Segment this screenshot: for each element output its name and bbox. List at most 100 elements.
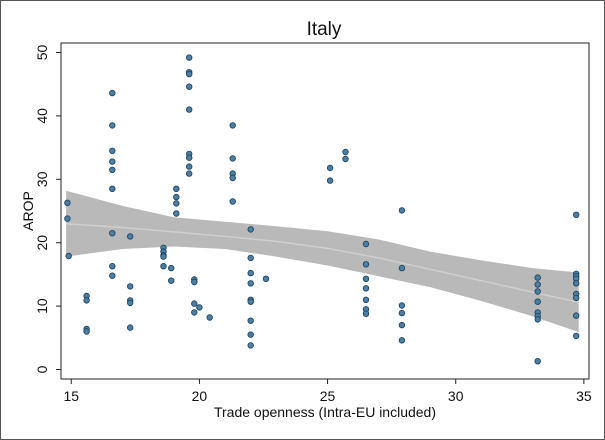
data-point (534, 316, 541, 323)
data-point (185, 70, 193, 78)
x-tick-label: 35 (576, 388, 592, 404)
data-point (573, 211, 580, 218)
axis-layer: 15 20 25 30 35 0 10 20 30 40 50 (34, 45, 592, 404)
data-point (185, 163, 193, 170)
fit-line (66, 222, 579, 304)
data-point (109, 122, 116, 129)
data-point (398, 321, 406, 329)
x-axis-label: Trade openness (Intra-EU included) (214, 404, 436, 420)
chart-title: Italy (307, 19, 342, 40)
y-tick-label: 50 (34, 45, 50, 61)
data-point (398, 309, 406, 317)
data-point (83, 297, 90, 304)
data-point (109, 166, 116, 173)
data-point (247, 226, 254, 233)
data-point (83, 328, 90, 335)
data-point (109, 272, 116, 279)
data-point (173, 193, 180, 201)
data-point (185, 106, 193, 113)
data-point (362, 275, 370, 282)
confidence-band (66, 190, 579, 333)
data-point (534, 288, 541, 295)
data-point (160, 253, 167, 260)
data-point (398, 264, 406, 272)
points-layer (64, 54, 580, 365)
data-point (206, 314, 213, 321)
data-point (229, 198, 236, 205)
data-point (262, 275, 270, 282)
data-point (126, 299, 134, 307)
data-point (109, 147, 116, 154)
x-tick-label: 15 (63, 388, 79, 404)
data-point (167, 264, 175, 272)
data-point (247, 331, 254, 338)
data-point (64, 199, 71, 206)
data-point (573, 332, 580, 340)
data-point (534, 358, 541, 365)
data-point (247, 342, 254, 349)
data-point (573, 294, 580, 302)
data-point (247, 254, 254, 262)
data-point (229, 174, 236, 182)
data-point (398, 302, 406, 309)
data-point (534, 298, 541, 305)
x-tick-label: 30 (448, 388, 464, 404)
data-point (109, 185, 116, 192)
y-tick-label: 20 (34, 235, 50, 251)
data-point (173, 210, 180, 217)
y-axis-label: AROP (20, 191, 36, 231)
x-tick-label: 25 (320, 388, 336, 404)
data-point (398, 207, 406, 214)
data-point (247, 317, 254, 324)
data-point (573, 312, 580, 319)
data-point (342, 148, 349, 156)
plot-area (60, 42, 590, 380)
data-point (109, 89, 116, 97)
data-point (326, 164, 334, 172)
data-point (362, 240, 370, 248)
confidence-band-layer (66, 190, 579, 333)
data-point (342, 155, 349, 163)
data-point (573, 280, 580, 287)
data-point (126, 283, 134, 290)
data-point (247, 269, 254, 277)
data-point (247, 280, 254, 287)
data-point (229, 122, 236, 129)
y-tick-label: 0 (34, 365, 50, 373)
data-point (534, 274, 541, 281)
fit-line-layer (66, 222, 579, 304)
y-tick-label: 10 (34, 298, 50, 314)
data-point (126, 324, 134, 331)
data-point (191, 278, 198, 286)
data-point (362, 310, 370, 317)
data-point (362, 261, 370, 268)
data-point (185, 54, 193, 61)
data-point (362, 285, 370, 292)
data-point (173, 185, 180, 192)
data-point (534, 281, 541, 288)
x-tick-label: 20 (192, 388, 208, 404)
data-point (109, 229, 116, 237)
data-point (173, 200, 180, 207)
data-point (160, 263, 167, 270)
data-point (196, 304, 203, 311)
data-point (185, 154, 193, 161)
data-point (185, 83, 193, 90)
data-point (65, 252, 72, 260)
data-point (109, 158, 116, 165)
data-point (398, 337, 406, 344)
y-tick-label: 40 (34, 108, 50, 124)
data-point (191, 309, 198, 316)
data-point (126, 233, 134, 240)
data-point (109, 263, 116, 270)
data-point (167, 277, 175, 284)
data-point (185, 170, 193, 177)
y-tick-label: 30 (34, 171, 50, 187)
data-point (326, 177, 334, 184)
data-point (247, 298, 254, 305)
data-point (362, 296, 370, 303)
data-point (64, 215, 71, 222)
data-point (229, 155, 236, 162)
data-point (191, 300, 198, 307)
